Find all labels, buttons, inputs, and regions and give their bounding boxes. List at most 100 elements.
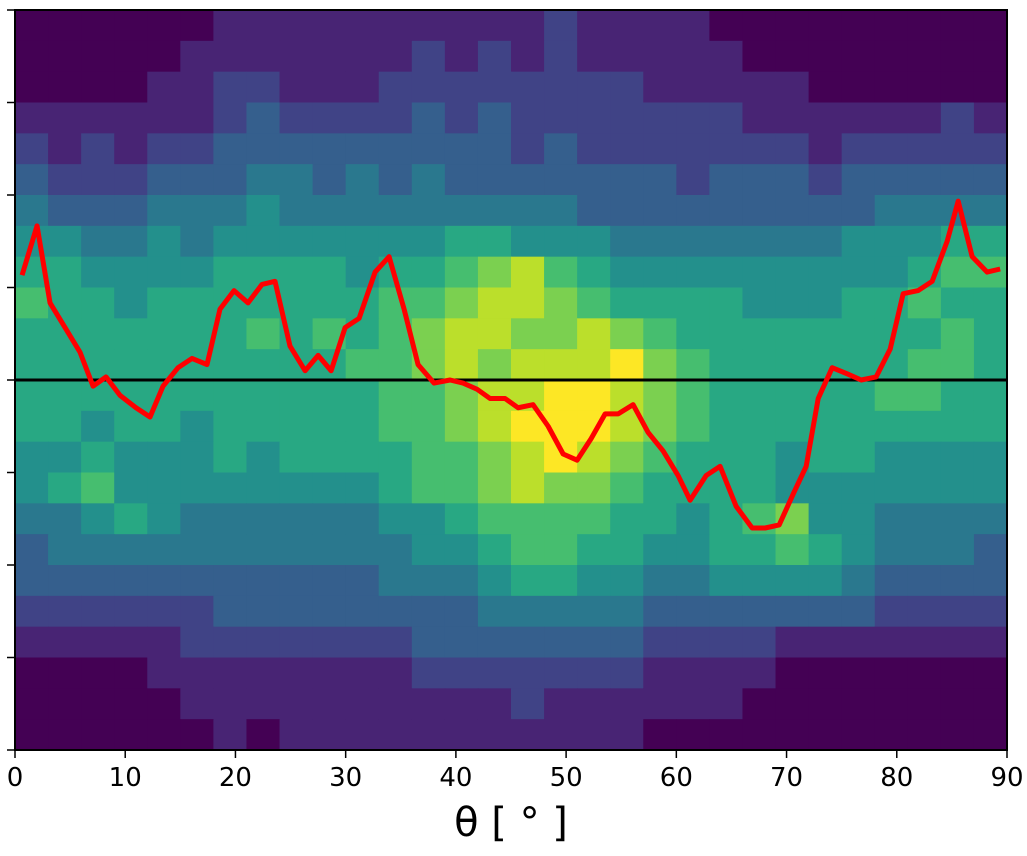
heatmap-cell (114, 10, 148, 42)
heatmap-cell (643, 71, 677, 103)
heatmap-cell (444, 565, 479, 597)
heatmap-cell (81, 472, 115, 504)
heatmap-cell (114, 595, 148, 628)
heatmap-cell (742, 287, 777, 319)
heatmap-cell (973, 441, 1008, 473)
heatmap-cell (279, 102, 314, 134)
heatmap-cell (973, 287, 1008, 319)
heatmap-cell (676, 441, 710, 473)
heatmap-cell (775, 534, 810, 566)
heatmap-cell (114, 133, 148, 165)
heatmap-cell (345, 657, 380, 689)
heatmap-cell (544, 719, 578, 751)
heatmap-cell (213, 657, 247, 689)
heatmap-cell (610, 595, 644, 628)
heatmap-cell (676, 10, 710, 42)
heatmap-cell (841, 719, 876, 751)
heatmap-cell (742, 472, 777, 504)
heatmap-cell (709, 410, 743, 443)
heatmap-cell (147, 10, 181, 42)
heatmap-cell (742, 534, 777, 566)
heatmap-cell (477, 71, 512, 103)
heatmap-cell (643, 40, 677, 73)
heatmap-cell (874, 225, 909, 258)
heatmap-cell (544, 287, 578, 319)
heatmap-cell (444, 164, 479, 196)
heatmap-cell (345, 225, 380, 258)
heatmap-cell (709, 102, 743, 134)
heatmap-cell (147, 441, 181, 473)
heatmap-cell (841, 164, 876, 196)
heatmap-cell (610, 534, 644, 566)
heatmap-cell (15, 349, 49, 381)
heatmap-cell (709, 164, 743, 196)
heatmap-cell (345, 133, 380, 165)
heatmap-cell (940, 626, 975, 658)
heatmap-cell (246, 503, 281, 535)
heatmap-cell (213, 380, 247, 412)
heatmap-cell (81, 256, 115, 288)
heatmap-cell (378, 133, 413, 165)
heatmap-cell (742, 565, 777, 597)
heatmap-cell (511, 503, 545, 535)
heatmap-cell (48, 472, 82, 504)
heatmap-cell (180, 40, 214, 73)
heatmap-cell (378, 102, 413, 134)
heatmap-cell (81, 657, 115, 689)
heatmap-cell (279, 472, 314, 504)
heatmap-cell (147, 256, 181, 288)
heatmap-cell (411, 657, 446, 689)
heatmap-cell (544, 534, 578, 566)
heatmap-cell (81, 688, 115, 720)
heatmap-cell (279, 195, 314, 227)
heatmap-cell (841, 133, 876, 165)
heatmap-cell (114, 256, 148, 288)
heatmap-cell (48, 349, 82, 381)
heatmap-cell (841, 225, 876, 258)
heatmap-cell (48, 256, 82, 288)
heatmap-cell (775, 657, 810, 689)
heatmap-cell (213, 40, 247, 73)
heatmap-cell (180, 441, 214, 473)
heatmap-cell (577, 195, 611, 227)
heatmap-cell (411, 410, 446, 443)
heatmap-cell (874, 10, 909, 42)
heatmap-cell (246, 688, 281, 720)
heatmap-cell (610, 441, 644, 473)
heatmap-cell (48, 719, 82, 751)
heatmap-cell (907, 534, 942, 566)
heatmap-cell (345, 626, 380, 658)
heatmap-cell (511, 626, 545, 658)
heatmap-cell (213, 195, 247, 227)
x-tick-label: 20 (219, 763, 252, 793)
heatmap-cell (345, 595, 380, 628)
heatmap-cell (114, 195, 148, 227)
heatmap-cell (312, 565, 347, 597)
heatmap-cell (378, 719, 413, 751)
heatmap-cell (378, 688, 413, 720)
heatmap-cell (940, 688, 975, 720)
heatmap-cell (48, 441, 82, 473)
heatmap-cell (15, 71, 49, 103)
heatmap-cell (411, 40, 446, 73)
heatmap-cell (477, 256, 512, 288)
heatmap-cell (808, 472, 843, 504)
heatmap-cell (643, 410, 677, 443)
heatmap-cell (246, 287, 281, 319)
heatmap-cell (841, 71, 876, 103)
heatmap-cell (709, 380, 743, 412)
heatmap-cell (709, 225, 743, 258)
heatmap-cell (477, 472, 512, 504)
heatmap-cell (180, 287, 214, 319)
heatmap-cell (643, 565, 677, 597)
heatmap-cell (709, 195, 743, 227)
heatmap-cell (907, 595, 942, 628)
heatmap-cell (345, 503, 380, 535)
heatmap-cell (180, 225, 214, 258)
heatmap-cell (444, 102, 479, 134)
heatmap-cell (643, 195, 677, 227)
heatmap-cell (841, 410, 876, 443)
heatmap-cell (246, 719, 281, 751)
heatmap-cell (114, 102, 148, 134)
heatmap-cell (973, 164, 1008, 196)
